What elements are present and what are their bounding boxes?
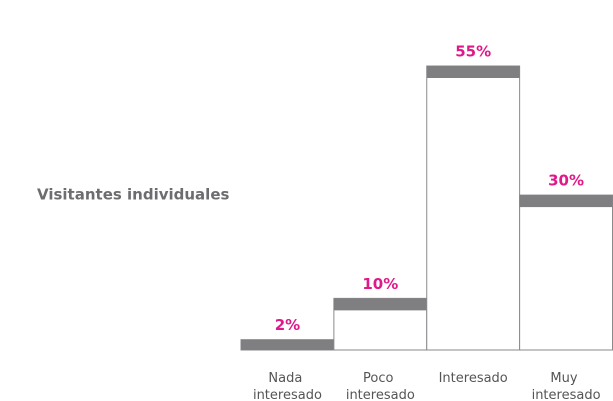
- bar: [426, 65, 521, 351]
- x-tick-label: Nada interesado: [253, 371, 322, 401]
- bar-cap: [519, 195, 613, 208]
- x-tick-label: Poco interesado: [346, 371, 415, 401]
- value-label: 2%: [275, 316, 300, 334]
- bar-cap: [426, 66, 520, 78]
- x-tick-label: Interesado: [439, 371, 508, 386]
- bar: [519, 194, 613, 351]
- row-label: Visitantes individuales: [37, 186, 229, 204]
- x-tick-label: Muy interesado: [532, 371, 601, 401]
- bar-cap: [333, 298, 427, 311]
- value-label: 30%: [548, 172, 584, 190]
- value-label: 10%: [362, 275, 398, 293]
- bar-cap: [241, 339, 334, 350]
- value-label: 55%: [455, 43, 491, 61]
